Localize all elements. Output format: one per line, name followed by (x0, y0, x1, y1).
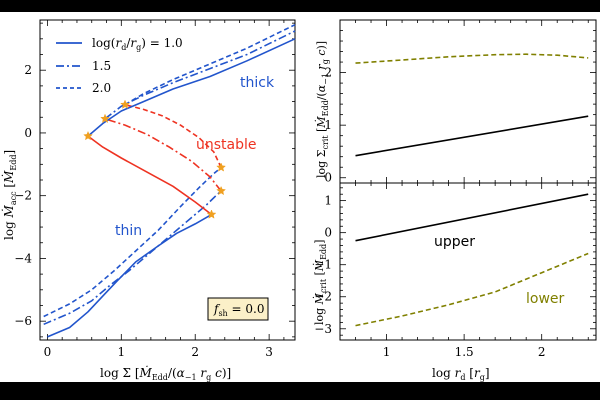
left-xlabel: log Σ [ṀEdd/(α−1 rg c)] (100, 365, 231, 382)
left-series-group (43, 23, 296, 338)
annotation-thick: thick (240, 75, 275, 91)
series-line-1 (43, 190, 222, 326)
y-tick-label: −2 (314, 290, 332, 304)
y-tick-label: −2 (14, 189, 32, 203)
bottom-right-chart: 1 1.5 2 −3 −2 −1 0 1 upper lower log rd [rg] lo… (312, 182, 597, 382)
turning-point-marker (120, 99, 130, 109)
y-tick-label: 1 (324, 118, 332, 132)
turning-point-marker (216, 185, 227, 196)
bottom-right-series-group (355, 193, 589, 327)
turning-point-marker (100, 113, 110, 124)
left-ticks: 0 1 2 3 −6 −4 −2 0 2 (14, 20, 295, 359)
x-tick-label: 0 (44, 345, 52, 359)
x-tick-label: 2 (191, 345, 199, 359)
y-tick-label: 2 (324, 66, 332, 80)
series-line-7 (104, 30, 296, 120)
series-line-1 (355, 252, 589, 327)
x-tick-label: 2 (538, 345, 546, 359)
series-line-0 (355, 115, 589, 157)
y-tick-label: −1 (314, 258, 332, 272)
series-line-0 (355, 193, 589, 242)
left-chart: 0 1 2 3 −6 −4 −2 0 2 log(rd/rg) = 1.0 1.5 2.0 th… (1, 19, 296, 382)
y-tick-label: −4 (14, 251, 32, 265)
top-right-series-group (355, 53, 589, 157)
series-line-3 (87, 135, 212, 216)
x-tick-label: 3 (265, 345, 273, 359)
series-line-5 (124, 103, 222, 168)
legend-label-1: log(rd/rg) = 1.0 (92, 36, 183, 52)
bottom-right-ticks: 1 1.5 2 −3 −2 −1 0 1 (314, 183, 596, 359)
y-tick-label: 0 (324, 226, 332, 240)
x-tick-label: 1 (383, 345, 391, 359)
y-tick-label: −6 (14, 314, 32, 328)
series-line-0 (47, 213, 212, 338)
annotation-lower: lower (526, 291, 565, 307)
fsh-box (207, 297, 269, 321)
turning-point-marker (83, 130, 93, 141)
legend: log(rd/rg) = 1.0 1.5 2.0 (56, 36, 183, 95)
y-tick-label: 2 (24, 63, 32, 77)
bottom-right-plot-frame (339, 182, 597, 341)
series-line-4 (104, 118, 222, 192)
bottom-right-ylabel: log Ṁcrit [ṀEdd] (312, 240, 328, 325)
turning-point-marker (216, 162, 227, 172)
annotation-fsh: fsh = 0.0 (213, 302, 265, 318)
turning-point-marker (206, 209, 217, 219)
y-tick-label: −3 (314, 322, 332, 336)
top-right-ticks: 0 1 2 (324, 19, 596, 185)
figure-canvas (0, 12, 600, 382)
x-tick-label: 1.5 (455, 345, 474, 359)
annotation-thin: thin (115, 223, 142, 239)
bottom-right-xlabel: log rd [rg] (432, 366, 490, 382)
annotation-upper: upper (434, 234, 475, 250)
series-line-2 (43, 166, 222, 318)
y-tick-label: 0 (24, 126, 32, 140)
series-line-1 (355, 53, 589, 64)
left-ylabel: log Ṁacc [ṀEdd] (1, 150, 18, 240)
left-markers (83, 99, 227, 219)
series-line-8 (124, 23, 296, 106)
x-tick-label: 1 (117, 345, 125, 359)
y-tick-label: 1 (324, 194, 332, 208)
y-tick-label: 0 (324, 171, 332, 185)
legend-label-2: 1.5 (92, 59, 111, 73)
annotation-unstable: unstable (196, 137, 257, 153)
legend-label-3: 2.0 (92, 81, 111, 95)
